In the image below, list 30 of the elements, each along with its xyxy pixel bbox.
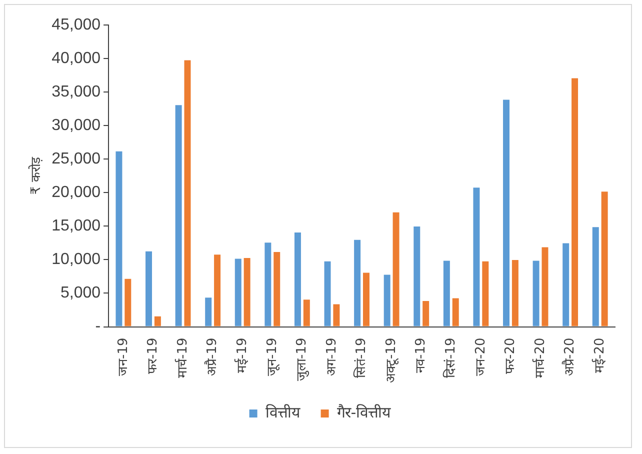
y-tick-label: 35,000 bbox=[52, 83, 101, 100]
x-tick-label: मई-20 bbox=[591, 338, 608, 373]
x-tick-label: फर-20 bbox=[503, 338, 518, 374]
x-tick-label: जुला-19 bbox=[294, 338, 310, 381]
x-tick-label: जन-19 bbox=[116, 338, 131, 376]
y-tick-label: 45,000 bbox=[52, 16, 101, 34]
x-tick-label: जन-20 bbox=[473, 338, 488, 376]
x-tick-label: नव-19 bbox=[414, 338, 429, 373]
x-tick-label: मार्च-20 bbox=[532, 338, 548, 378]
x-tick-label: अप्रै-20 bbox=[562, 338, 578, 376]
x-tick-label: अग-19 bbox=[324, 338, 340, 376]
y-axis-title: ₹ करोड़ bbox=[28, 156, 44, 195]
x-tick-label: अप्रै-19 bbox=[204, 338, 220, 376]
y-tick-label: 30,000 bbox=[52, 116, 101, 134]
y-tick-label: 25,000 bbox=[52, 150, 101, 168]
x-tick-label: फर-19 bbox=[146, 338, 161, 374]
x-tick-label: मई-19 bbox=[234, 338, 250, 373]
y-tick-label: 20,000 bbox=[52, 184, 101, 202]
legend-label: गैर-वित्तीय bbox=[336, 403, 392, 422]
x-tick-label: दिसं-19 bbox=[442, 338, 459, 378]
x-tick-label: मार्च-19 bbox=[174, 338, 190, 378]
x-tick-label: सितं-19 bbox=[353, 338, 370, 378]
y-tick-label: 5,000 bbox=[60, 284, 101, 302]
y-tick-label: 40,000 bbox=[52, 50, 101, 67]
y-tick-label: - bbox=[95, 318, 101, 336]
legend-label: वित्तीय bbox=[265, 403, 300, 422]
x-tick-label: अक्टू-19 bbox=[384, 338, 399, 383]
y-tick-label: 15,000 bbox=[52, 218, 101, 235]
x-tick-label: जून-19 bbox=[264, 338, 280, 376]
y-tick-label: 10,000 bbox=[52, 251, 101, 268]
